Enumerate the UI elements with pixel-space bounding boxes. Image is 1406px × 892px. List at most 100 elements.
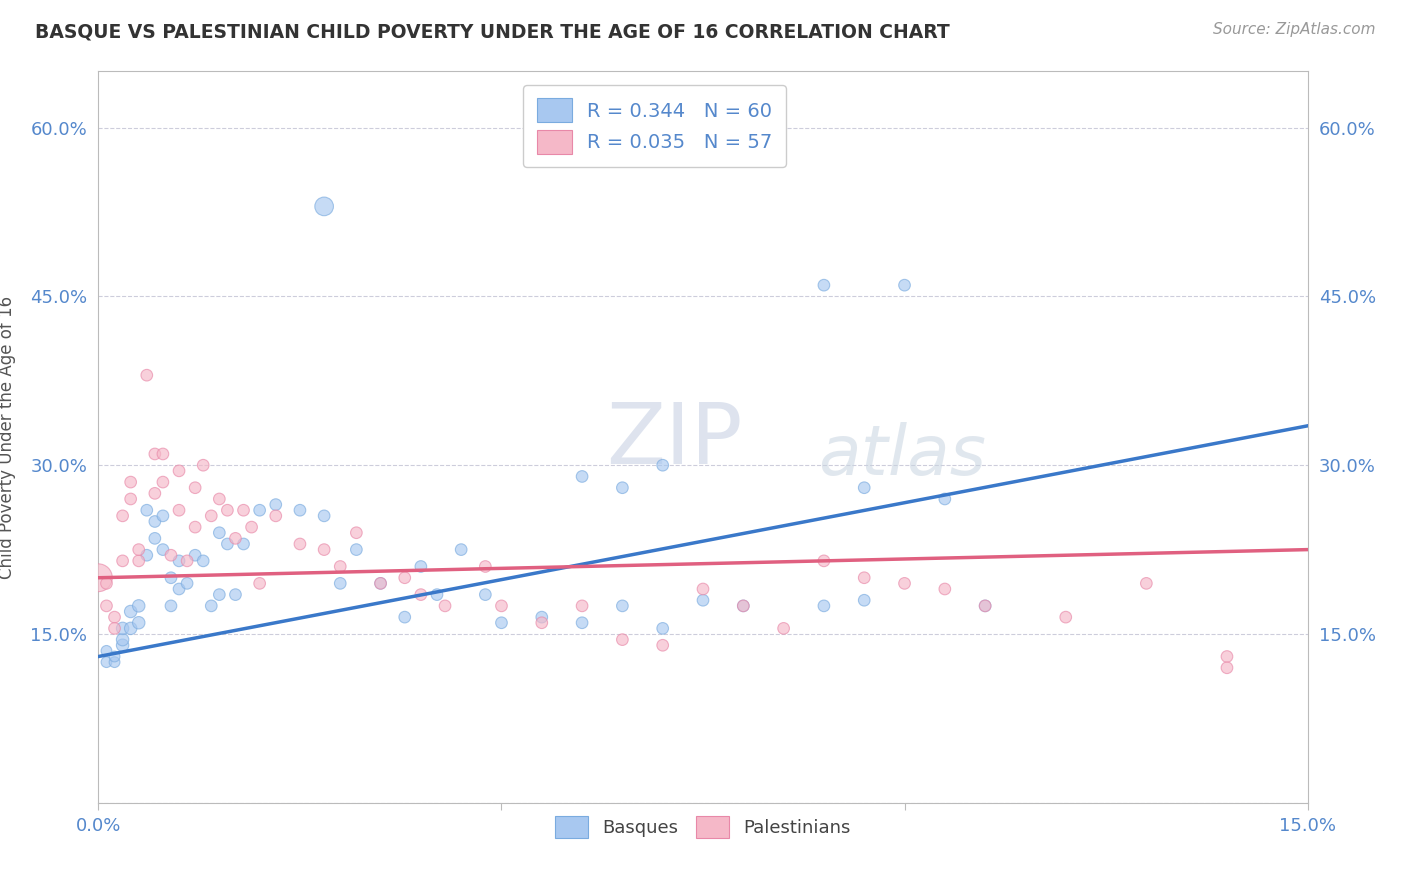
Point (853, 571, 876, 585)
Point (96, 576, 118, 591)
Point (96, 644, 118, 658)
Point (853, 593, 876, 607)
Point (103, 621, 125, 635)
Point (370, 576, 392, 591)
Point (394, 571, 416, 585)
Point (491, 615, 513, 630)
Point (111, 638, 134, 652)
Point (434, 599, 457, 613)
Point (160, 548, 183, 562)
Point (314, 199, 336, 213)
Point (571, 615, 593, 630)
Point (491, 599, 513, 613)
Point (249, 503, 271, 517)
Point (176, 576, 198, 591)
Point (474, 559, 496, 574)
Point (232, 503, 254, 517)
Point (1216, 649, 1239, 664)
Point (167, 464, 190, 478)
Point (167, 503, 190, 517)
Point (288, 503, 311, 517)
Point (612, 481, 634, 495)
Point (193, 554, 215, 568)
Point (651, 638, 673, 652)
Point (240, 520, 263, 534)
Point (264, 498, 287, 512)
Point (813, 554, 835, 568)
Point (474, 588, 496, 602)
Point (651, 621, 673, 635)
Point (314, 542, 336, 557)
Point (224, 588, 246, 602)
Point (96, 655, 118, 669)
Point (135, 503, 157, 517)
Point (450, 542, 472, 557)
Point (143, 447, 166, 461)
Legend: Basques, Palestinians: Basques, Palestinians (548, 808, 858, 845)
Point (612, 599, 634, 613)
Point (87, 571, 110, 585)
Point (96, 599, 118, 613)
Point (128, 615, 150, 630)
Point (530, 610, 553, 624)
Point (111, 621, 134, 635)
Point (152, 542, 174, 557)
Point (208, 491, 231, 506)
Point (167, 582, 190, 596)
Point (111, 632, 134, 647)
Point (217, 503, 239, 517)
Point (208, 525, 231, 540)
Point (167, 554, 190, 568)
Point (893, 278, 915, 293)
Point (152, 475, 174, 489)
Point (103, 610, 125, 624)
Point (120, 491, 142, 506)
Point (217, 537, 239, 551)
Point (128, 542, 150, 557)
Point (143, 486, 166, 500)
Point (193, 458, 215, 473)
Point (143, 515, 166, 529)
Point (111, 554, 134, 568)
Point (651, 458, 673, 473)
Point (974, 599, 997, 613)
Point (394, 610, 416, 624)
Point (135, 548, 157, 562)
Point (409, 588, 432, 602)
Point (893, 576, 915, 591)
Point (135, 368, 157, 383)
Point (692, 582, 714, 596)
Text: BASQUE VS PALESTINIAN CHILD POVERTY UNDER THE AGE OF 16 CORRELATION CHART: BASQUE VS PALESTINIAN CHILD POVERTY UNDE… (35, 22, 950, 41)
Point (128, 599, 150, 613)
Point (152, 508, 174, 523)
Text: atlas: atlas (818, 422, 986, 489)
Point (143, 532, 166, 546)
Point (288, 537, 311, 551)
Point (314, 508, 336, 523)
Point (200, 508, 222, 523)
Point (692, 593, 714, 607)
Point (571, 469, 593, 483)
Point (176, 554, 198, 568)
Point (103, 655, 125, 669)
Point (1135, 576, 1157, 591)
Point (1216, 661, 1239, 675)
Point (344, 525, 367, 540)
Point (974, 599, 997, 613)
Point (224, 532, 246, 546)
Point (409, 559, 432, 574)
Point (184, 481, 207, 495)
Point (329, 559, 352, 574)
Point (160, 599, 183, 613)
Point (249, 576, 271, 591)
Point (184, 548, 207, 562)
Text: ZIP: ZIP (606, 400, 742, 483)
Point (120, 621, 142, 635)
Point (426, 588, 449, 602)
Point (329, 576, 352, 591)
Point (344, 542, 367, 557)
Point (1054, 610, 1077, 624)
Point (120, 605, 142, 619)
Point (370, 576, 392, 591)
Y-axis label: Child Poverty Under the Age of 16: Child Poverty Under the Age of 16 (0, 295, 17, 579)
